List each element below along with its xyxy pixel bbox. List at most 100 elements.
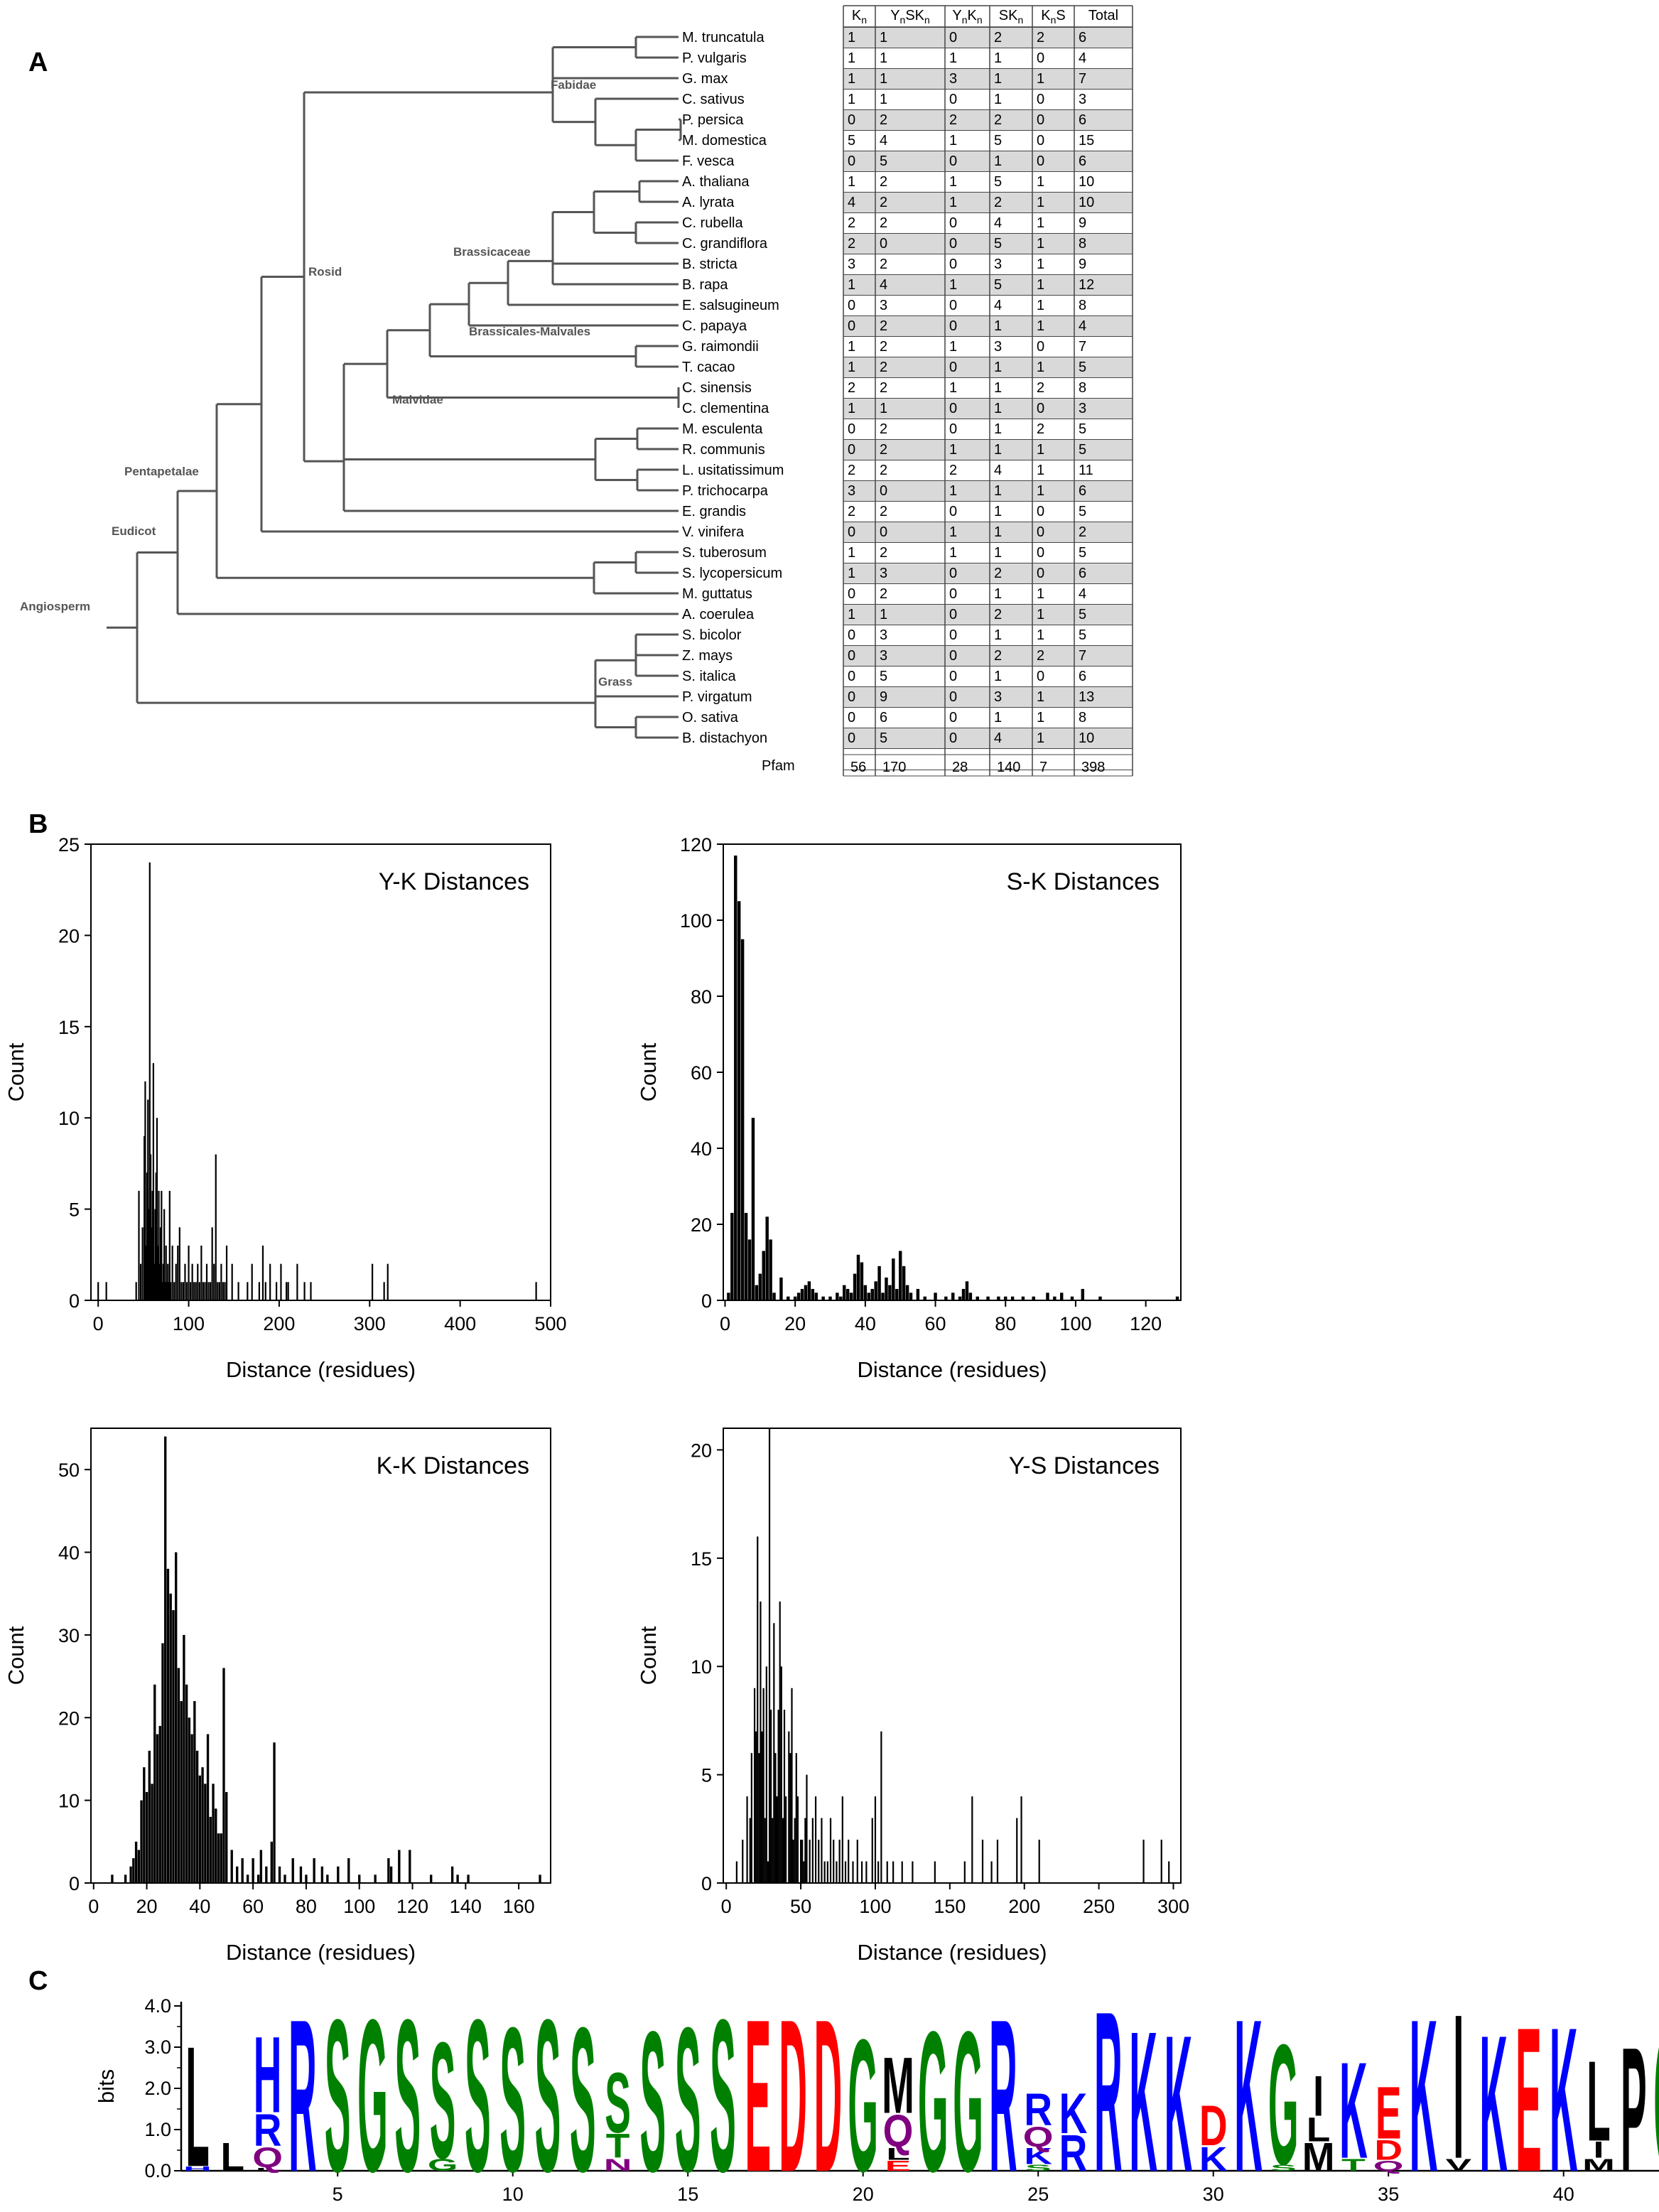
- table-cell: 0: [880, 483, 887, 499]
- table-cell: 5: [994, 174, 1002, 190]
- histogram-bar: [1020, 1796, 1022, 1883]
- histogram-bar: [764, 1818, 766, 1883]
- table-cell: 1: [994, 669, 1002, 684]
- histogram-bar: [225, 1792, 228, 1883]
- histogram-bar: [168, 1190, 171, 1300]
- table-cell: 1: [994, 586, 1002, 602]
- histogram-bar: [129, 1866, 132, 1883]
- table-row-shade: [843, 233, 1133, 254]
- logo-letter: G: [1653, 1990, 1659, 2212]
- species-label: P. trichocarpa: [682, 483, 769, 499]
- table-cell: 0: [848, 627, 855, 643]
- histogram-bar: [996, 1840, 999, 1883]
- histogram-bar: [863, 1285, 868, 1300]
- histogram-kk: 0 20 40 60 80 100 120 140 160 0 10 20 30 40 50 K-K Dist…: [4, 1428, 551, 1965]
- table-cell: 1: [949, 339, 957, 355]
- histogram-bar: [143, 1767, 146, 1883]
- table-cell: 1: [949, 277, 957, 293]
- table-header: YnSKn: [890, 8, 930, 26]
- species-label: B. distachyon: [682, 730, 767, 746]
- histogram-bar: [990, 1861, 993, 1883]
- histogram-bar: [177, 1668, 180, 1883]
- x-tick-label: 120: [396, 1896, 428, 1917]
- table-cell: 13: [1079, 689, 1094, 705]
- table-cell: 8: [1079, 380, 1086, 396]
- logo-letter: M: [1582, 2156, 1615, 2175]
- logo-letter: L: [1587, 2037, 1611, 2166]
- table-cell: 1: [949, 545, 957, 561]
- x-tick-label: 100: [173, 1313, 205, 1334]
- table-row-shade: [843, 604, 1133, 625]
- species-label: M. domestica: [682, 133, 767, 149]
- histogram-bar: [132, 1858, 135, 1883]
- logo-letter: K: [1550, 1985, 1578, 2212]
- pfam-cell: 56: [850, 760, 866, 775]
- histogram-bar: [791, 1688, 793, 1883]
- histogram-bar: [151, 1190, 153, 1300]
- logo-letter: K: [1479, 1995, 1508, 2212]
- plot-title: Y-K Distances: [379, 868, 529, 895]
- logo-x-tick-label: 20: [853, 2184, 874, 2205]
- x-tick-label: 80: [296, 1896, 317, 1917]
- logo-letter: S: [570, 1985, 596, 2212]
- histogram-bar: [206, 1734, 210, 1883]
- histogram-bar: [313, 1858, 315, 1883]
- x-tick-label: 60: [925, 1313, 946, 1334]
- histogram-bar: [156, 1118, 158, 1300]
- table-cell: 0: [848, 669, 855, 684]
- histogram-bar: [97, 1282, 99, 1300]
- logo-letter: K: [1129, 1990, 1157, 2212]
- table-cell: 0: [1037, 524, 1044, 540]
- histogram-bar: [740, 939, 745, 1300]
- histogram-bar: [792, 1840, 794, 1883]
- logo-letter: T: [1341, 2156, 1366, 2175]
- logo-letter: R: [254, 2105, 282, 2156]
- table-cell: 7: [1079, 71, 1086, 87]
- table-cell: 0: [1037, 566, 1044, 581]
- table-row-shade: [843, 480, 1133, 502]
- histogram-bar: [158, 1190, 160, 1300]
- x-axis-label: Distance (residues): [226, 1357, 416, 1382]
- histogram-bar: [220, 1833, 222, 1883]
- species-label: C. rubella: [682, 215, 743, 231]
- logo-letter: I: [1313, 2064, 1324, 2128]
- table-cell: 8: [1079, 298, 1086, 313]
- logo-y-tick-label: 4.0: [144, 1995, 171, 2017]
- logo-letter: G: [848, 2000, 878, 2211]
- histogram-bar: [217, 1833, 220, 1883]
- table-cell: 2: [880, 545, 887, 561]
- table-cell: 6: [880, 710, 887, 725]
- histogram-bar: [971, 1796, 973, 1883]
- histogram-bar: [1168, 1861, 1170, 1883]
- x-axis-label: Distance (residues): [857, 1357, 1047, 1382]
- table-cell: 8: [1079, 710, 1086, 725]
- histogram-bar: [172, 1610, 175, 1883]
- table-row-shade: [843, 398, 1133, 419]
- histogram-bar: [1038, 1840, 1040, 1883]
- logo-letter: M: [1302, 2135, 1335, 2179]
- histogram-bar: [744, 1212, 748, 1300]
- histogram-bar: [747, 1239, 752, 1300]
- histogram-bar: [839, 1296, 843, 1300]
- table-cell: 1: [949, 380, 957, 396]
- histogram-bar: [779, 1277, 783, 1300]
- logo-letter: M: [882, 2041, 914, 2130]
- histogram-bar: [804, 1818, 806, 1883]
- table-cell: 0: [880, 524, 887, 540]
- histogram-bar: [147, 1099, 149, 1300]
- logo-letter: V: [1445, 2156, 1472, 2175]
- table-cell: 1: [994, 318, 1002, 334]
- clade-brassicaceae: Brassicaceae: [453, 245, 531, 259]
- logo-letter: S: [394, 1974, 421, 2212]
- plot-frame: [723, 843, 1182, 1301]
- table-cell: 1: [994, 401, 1002, 416]
- species-label: B. rapa: [682, 277, 728, 293]
- histogram-bar: [168, 1282, 170, 1300]
- histogram-bar: [976, 1296, 979, 1300]
- histogram-bar: [200, 1245, 202, 1300]
- histogram-bar: [535, 1282, 537, 1300]
- table-cell: 3: [994, 689, 1002, 705]
- histogram-bar: [755, 1285, 759, 1300]
- table-cell: 2: [949, 463, 957, 478]
